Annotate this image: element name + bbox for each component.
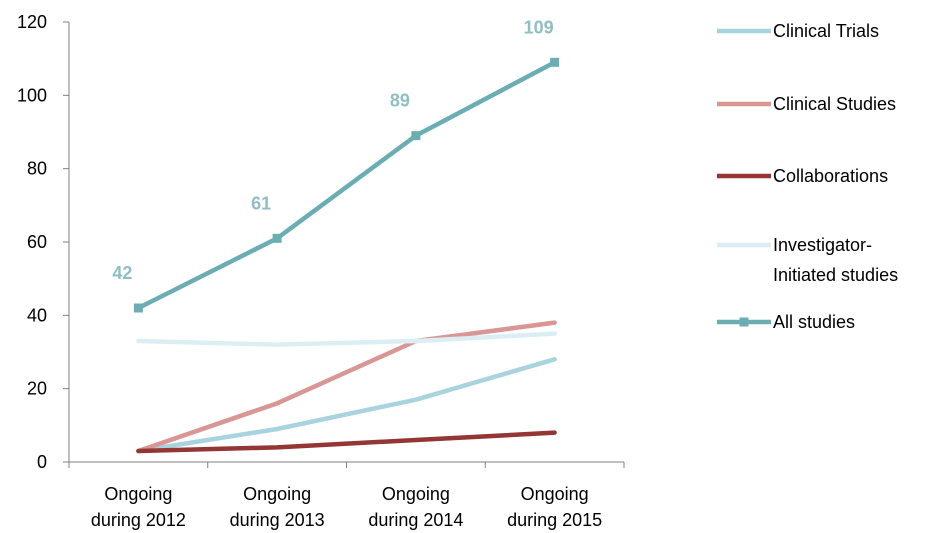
- series-line: [136, 60, 557, 311]
- legend-item: Collaborations: [717, 166, 888, 186]
- legend-label: Clinical Studies: [773, 94, 896, 114]
- data-labels: 42 61 89 109: [112, 17, 553, 283]
- x-tick-label-line: Ongoing: [521, 484, 589, 504]
- series-point: [133, 303, 143, 313]
- legend-label: Investigator-: [773, 235, 872, 255]
- series-point: [411, 131, 421, 141]
- series-line: [136, 357, 557, 454]
- x-tick-label: Ongoing during 2014: [368, 484, 463, 530]
- x-tick-label-line: during 2013: [230, 510, 325, 530]
- x-tick-label-line: during 2012: [91, 510, 186, 530]
- data-label: 89: [390, 91, 410, 111]
- y-tick-label: 0: [37, 452, 47, 472]
- legend-item: Investigator- Initiated studies: [717, 235, 898, 285]
- x-tick-label-line: during 2015: [507, 510, 602, 530]
- data-label: 61: [251, 193, 271, 213]
- legend-item: Clinical Trials: [717, 21, 879, 41]
- series-line: [136, 331, 557, 347]
- series-line: [136, 320, 557, 454]
- y-tick-label: 60: [27, 232, 47, 252]
- x-tick-label: Ongoing during 2012: [91, 484, 186, 530]
- x-tick-label: Ongoing during 2015: [507, 484, 602, 530]
- y-tick-label: 100: [17, 85, 47, 105]
- x-tick-label-line: during 2014: [368, 510, 463, 530]
- data-label: 109: [524, 17, 554, 37]
- x-tick-label-line: Ongoing: [243, 484, 311, 504]
- x-tick-label-line: Ongoing: [104, 484, 172, 504]
- x-tick-label-line: Ongoing: [382, 484, 450, 504]
- legend-label: Collaborations: [773, 166, 888, 186]
- y-tick-label: 20: [27, 379, 47, 399]
- chart-legend: Clinical Trials Clinical Studies Collabora…: [717, 21, 898, 332]
- series-point: [550, 57, 560, 67]
- data-label: 42: [112, 263, 132, 283]
- series-lines: [133, 57, 560, 454]
- legend-item: All studies: [717, 312, 855, 332]
- y-tick-label: 40: [27, 305, 47, 325]
- legend-item: Clinical Studies: [717, 94, 896, 114]
- series-point: [272, 233, 282, 243]
- series-line: [136, 430, 557, 454]
- legend-marker: [739, 317, 749, 327]
- legend-label: Initiated studies: [773, 265, 898, 285]
- y-tick-label: 120: [17, 12, 47, 32]
- y-tick-label: 80: [27, 159, 47, 179]
- legend-label: All studies: [773, 312, 855, 332]
- x-tick-label: Ongoing during 2013: [230, 484, 325, 530]
- legend-label: Clinical Trials: [773, 21, 879, 41]
